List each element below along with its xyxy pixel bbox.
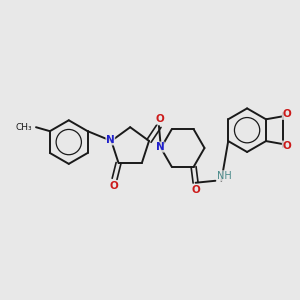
Text: N: N [155, 142, 164, 152]
Text: O: O [191, 185, 200, 195]
Text: O: O [282, 141, 291, 151]
Text: CH₃: CH₃ [15, 123, 32, 132]
Text: O: O [109, 181, 118, 191]
Text: O: O [156, 114, 164, 124]
Text: N: N [106, 135, 115, 145]
Text: O: O [282, 109, 291, 119]
Text: NH: NH [218, 171, 232, 181]
